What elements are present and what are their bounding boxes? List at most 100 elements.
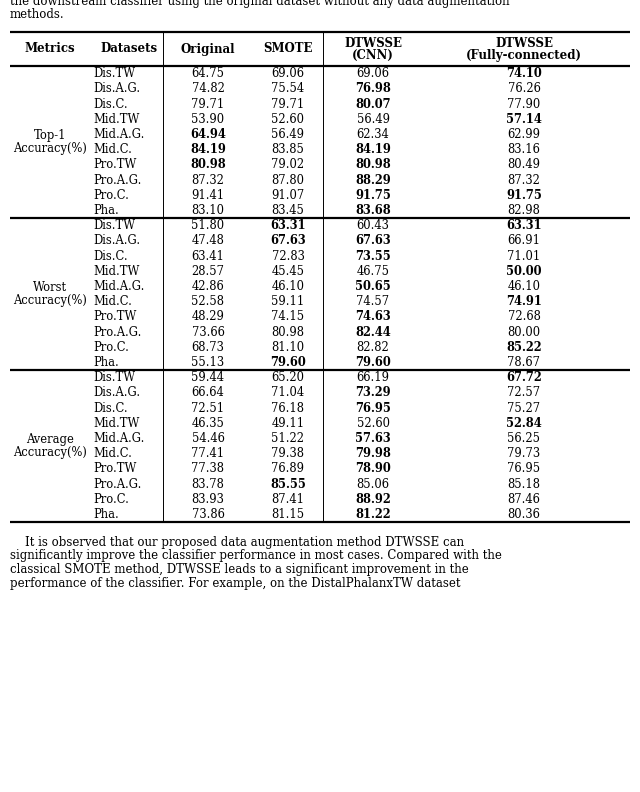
Text: Accuracy(%): Accuracy(%) [13,446,87,459]
Text: Dis.TW: Dis.TW [93,219,135,232]
Text: 56.25: 56.25 [508,432,541,445]
Text: 80.98: 80.98 [271,326,305,338]
Text: Dis.C.: Dis.C. [93,402,127,414]
Text: 80.36: 80.36 [508,508,540,521]
Text: 49.11: 49.11 [271,417,305,430]
Text: Mid.TW: Mid.TW [93,265,140,278]
Text: 52.60: 52.60 [356,417,390,430]
Text: SMOTE: SMOTE [263,43,313,55]
Text: 88.92: 88.92 [355,493,391,506]
Text: 51.22: 51.22 [271,432,305,445]
Text: 46.10: 46.10 [508,280,541,293]
Text: 46.75: 46.75 [356,265,390,278]
Text: 75.27: 75.27 [508,402,541,414]
Text: 79.02: 79.02 [271,158,305,171]
Text: 62.34: 62.34 [356,128,389,141]
Text: 85.18: 85.18 [508,478,541,490]
Text: 88.29: 88.29 [355,173,391,186]
Text: Mid.A.G.: Mid.A.G. [93,128,145,141]
Text: 71.04: 71.04 [271,386,305,399]
Text: Dis.C.: Dis.C. [93,249,127,262]
Text: classical SMOTE method, DTWSSE leads to a significant improvement in the: classical SMOTE method, DTWSSE leads to … [10,563,468,576]
Text: 73.86: 73.86 [191,508,225,521]
Text: Dis.TW: Dis.TW [93,67,135,80]
Text: 83.10: 83.10 [191,204,225,217]
Text: Mid.A.G.: Mid.A.G. [93,432,145,445]
Text: 64.75: 64.75 [191,67,225,80]
Text: 63.41: 63.41 [191,249,225,262]
Text: 91.75: 91.75 [506,188,542,202]
Text: 85.55: 85.55 [270,478,306,490]
Text: Original: Original [180,43,236,55]
Text: 76.95: 76.95 [508,463,541,475]
Text: 79.73: 79.73 [508,447,541,460]
Text: 79.98: 79.98 [355,447,391,460]
Text: Dis.A.G.: Dis.A.G. [93,82,140,95]
Text: 85.06: 85.06 [356,478,390,490]
Text: Mid.TW: Mid.TW [93,417,140,430]
Text: 72.51: 72.51 [191,402,225,414]
Text: 63.31: 63.31 [506,219,542,232]
Text: 79.71: 79.71 [191,97,225,111]
Text: Pro.C.: Pro.C. [93,493,129,506]
Text: 67.72: 67.72 [506,371,542,384]
Text: 42.86: 42.86 [191,280,225,293]
Text: the downstream classifier using the original dataset without any data augmentati: the downstream classifier using the orig… [10,0,509,8]
Text: 69.06: 69.06 [356,67,390,80]
Text: (Fully-connected): (Fully-connected) [466,48,582,62]
Text: 91.41: 91.41 [191,188,225,202]
Text: Mid.C.: Mid.C. [93,447,132,460]
Text: 66.91: 66.91 [508,234,541,247]
Text: 50.65: 50.65 [355,280,391,293]
Text: 78.67: 78.67 [508,356,541,369]
Text: 83.16: 83.16 [508,143,540,156]
Text: 80.98: 80.98 [355,158,391,171]
Text: 71.01: 71.01 [508,249,541,262]
Text: DTWSSE: DTWSSE [344,37,402,51]
Text: 73.55: 73.55 [355,249,391,262]
Text: Average: Average [26,433,74,446]
Text: 84.19: 84.19 [190,143,226,156]
Text: Pro.A.G.: Pro.A.G. [93,478,141,490]
Text: Mid.A.G.: Mid.A.G. [93,280,145,293]
Text: 57.63: 57.63 [355,432,391,445]
Text: Pha.: Pha. [93,204,119,217]
Text: Mid.C.: Mid.C. [93,143,132,156]
Text: 66.19: 66.19 [356,371,390,384]
Text: 72.57: 72.57 [508,386,541,399]
Text: 67.63: 67.63 [270,234,306,247]
Text: 83.68: 83.68 [355,204,391,217]
Text: Dis.C.: Dis.C. [93,97,127,111]
Text: 52.60: 52.60 [271,112,305,126]
Text: 46.35: 46.35 [191,417,225,430]
Text: 63.31: 63.31 [270,219,306,232]
Text: Pro.TW: Pro.TW [93,158,136,171]
Text: 74.91: 74.91 [506,295,542,308]
Text: 83.78: 83.78 [191,478,225,490]
Text: 87.32: 87.32 [191,173,225,186]
Text: 82.44: 82.44 [355,326,391,338]
Text: 65.20: 65.20 [271,371,305,384]
Text: 74.63: 74.63 [355,310,391,323]
Text: Accuracy(%): Accuracy(%) [13,294,87,307]
Text: 80.07: 80.07 [355,97,391,111]
Text: 45.45: 45.45 [271,265,305,278]
Text: 79.60: 79.60 [270,356,306,369]
Text: 91.07: 91.07 [271,188,305,202]
Text: 73.29: 73.29 [355,386,391,399]
Text: 73.66: 73.66 [191,326,225,338]
Text: 54.46: 54.46 [191,432,225,445]
Text: 74.10: 74.10 [506,67,542,80]
Text: Pro.C.: Pro.C. [93,341,129,354]
Text: 67.63: 67.63 [355,234,391,247]
Text: 87.46: 87.46 [508,493,540,506]
Text: 56.49: 56.49 [271,128,305,141]
Text: Worst: Worst [33,281,67,295]
Text: 82.98: 82.98 [508,204,540,217]
Text: 52.58: 52.58 [191,295,225,308]
Text: 51.80: 51.80 [191,219,225,232]
Text: 87.80: 87.80 [271,173,305,186]
Text: Pro.C.: Pro.C. [93,188,129,202]
Text: 80.00: 80.00 [508,326,541,338]
Text: 83.85: 83.85 [271,143,305,156]
